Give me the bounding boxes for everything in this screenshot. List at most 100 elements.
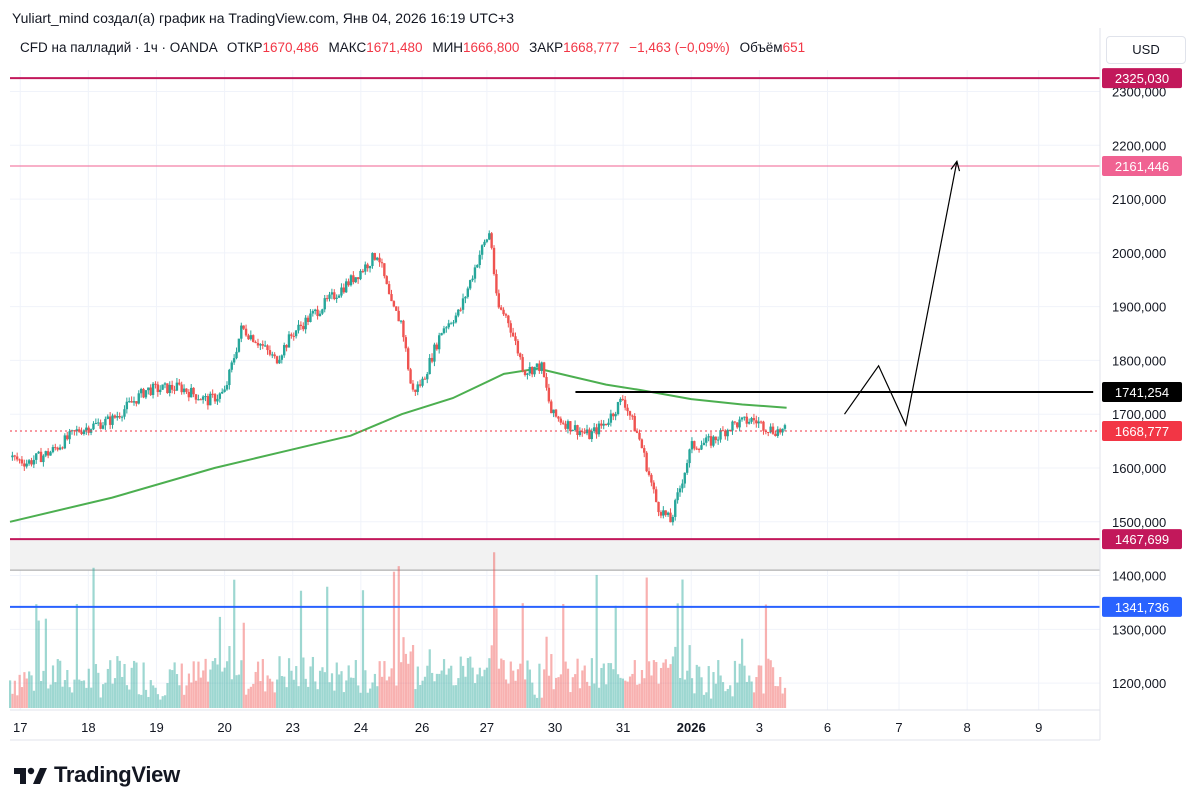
volume-bar	[478, 667, 481, 708]
volume-bar	[256, 661, 260, 708]
volume-bar	[392, 571, 396, 708]
volume-bar	[426, 665, 429, 708]
candle-body	[221, 391, 224, 394]
candle-body	[256, 342, 260, 346]
volume-bar	[175, 674, 179, 708]
candle-body	[767, 431, 770, 433]
moving-average-line	[9, 367, 787, 523]
candle-body	[211, 393, 214, 395]
candle-body	[139, 388, 143, 394]
volume-bar	[111, 683, 114, 708]
candle-body	[435, 344, 439, 350]
candle-body	[736, 422, 739, 428]
volume-bar	[237, 674, 241, 708]
candle-body	[561, 422, 565, 424]
candle-body	[39, 451, 43, 463]
volume-bar	[729, 685, 732, 708]
volume-bar	[407, 663, 410, 708]
volume-bar	[18, 674, 21, 708]
volume-bar	[330, 673, 334, 708]
volume-bar	[307, 686, 310, 708]
candle-body	[170, 384, 174, 390]
volume-bar	[559, 674, 562, 708]
candle-body	[261, 344, 264, 346]
volume-bar	[283, 676, 286, 708]
candle-body	[116, 416, 119, 418]
volume-bar	[357, 685, 360, 708]
candle-body	[94, 423, 98, 425]
candle-body	[590, 431, 593, 440]
candle-body	[263, 345, 267, 347]
volume-bar	[323, 672, 326, 708]
volume-bar	[366, 692, 369, 708]
volume-bar	[271, 681, 274, 708]
candle-body	[356, 277, 360, 280]
volume-bar	[166, 683, 169, 708]
open-label: ОТКР	[226, 40, 263, 55]
candle-body	[366, 264, 369, 269]
volume-bar	[321, 667, 324, 708]
candle-body	[423, 378, 427, 380]
candle-body	[731, 421, 734, 431]
volume-bar	[28, 671, 31, 708]
volume-bar	[552, 689, 555, 708]
volume-bar	[144, 689, 148, 708]
candle-body	[688, 449, 691, 464]
candle-body	[201, 396, 205, 400]
candle-body	[247, 335, 250, 340]
volume-bar	[116, 656, 119, 708]
volume-bar	[721, 682, 725, 708]
volume-bar	[80, 680, 83, 708]
candle-body	[612, 413, 615, 417]
candle-body	[13, 455, 16, 457]
candle-body	[49, 452, 52, 456]
candle-body	[468, 280, 472, 289]
candle-body	[728, 429, 732, 431]
volume-bar	[454, 685, 458, 708]
volume-bar	[619, 677, 622, 708]
symbol-label[interactable]: CFD на палладий · 1ч · OANDA	[20, 40, 218, 55]
candle-body	[199, 399, 202, 401]
candle-body	[364, 264, 367, 272]
volume-bar	[68, 687, 71, 708]
candle-body	[325, 298, 329, 300]
candle-body	[414, 389, 417, 392]
volume-bar	[130, 667, 133, 708]
volume-bar	[423, 676, 427, 708]
level-blue-price-tag: 1341,736	[1102, 596, 1182, 617]
candle-body	[125, 401, 129, 410]
candle-body	[249, 335, 253, 340]
volume-bar	[9, 680, 12, 708]
price-axis-label: 1900,000	[1112, 300, 1166, 315]
volume-bar	[190, 682, 193, 708]
candle-body	[511, 332, 515, 337]
volume-bar	[452, 685, 455, 708]
candle-body	[128, 401, 131, 403]
volume-bar	[268, 678, 272, 708]
volume-bar	[617, 674, 620, 708]
candle-body	[232, 358, 236, 363]
candle-body	[509, 323, 512, 333]
volume-bar	[664, 659, 667, 708]
candle-body	[402, 320, 405, 338]
candle-body	[645, 452, 648, 472]
price-axis-label: 1600,000	[1112, 461, 1166, 476]
volume-label: Объём	[739, 40, 783, 55]
currency-button[interactable]: USD	[1106, 36, 1186, 64]
volume-bar	[388, 676, 391, 708]
price-axis-label: 2100,000	[1112, 192, 1166, 207]
candle-body	[228, 369, 231, 386]
volume-bar	[624, 680, 627, 708]
volume-bar	[299, 590, 303, 708]
volume-bar	[49, 684, 52, 708]
candle-body	[87, 427, 90, 433]
candle-body	[533, 366, 536, 375]
candle-body	[499, 307, 503, 310]
candle-body	[51, 447, 55, 453]
volume-bar	[564, 661, 567, 708]
volume-bar	[118, 660, 121, 708]
candle-body	[92, 423, 95, 430]
volume-bar	[621, 678, 624, 708]
volume-bar	[607, 662, 610, 708]
